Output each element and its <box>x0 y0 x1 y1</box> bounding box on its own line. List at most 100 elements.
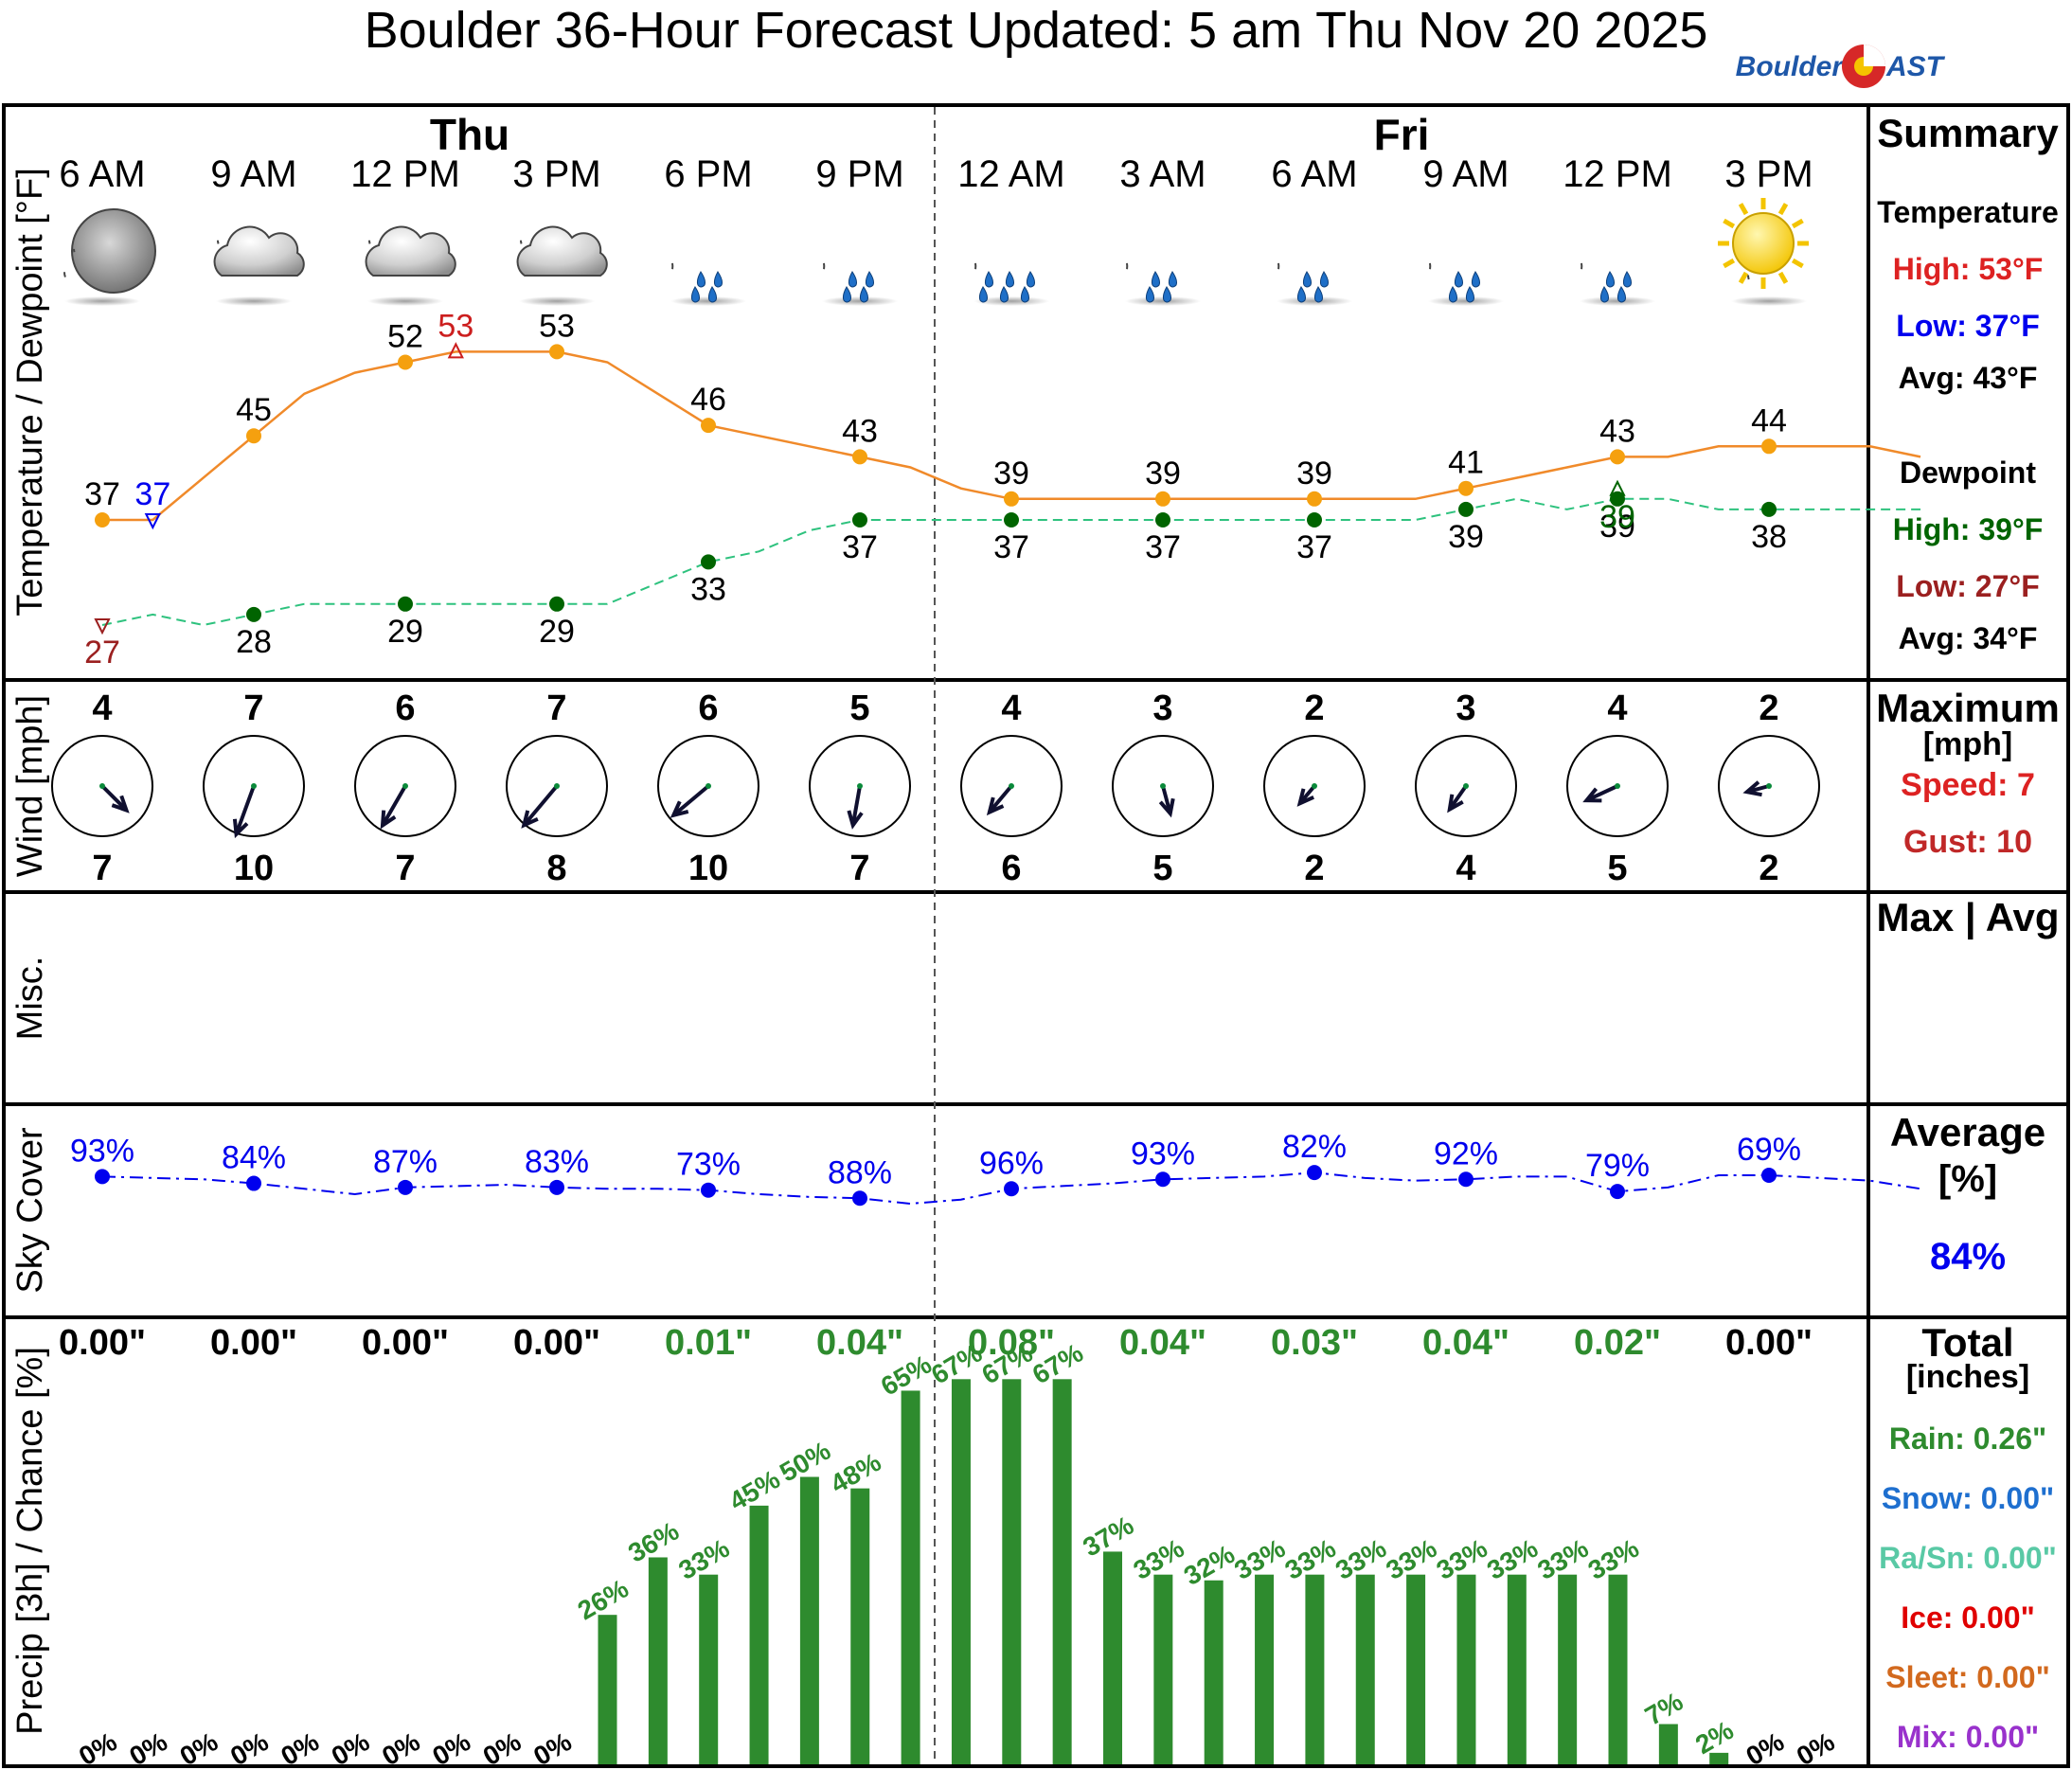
temperature-label: 37 <box>84 476 120 512</box>
hour-label: 3 AM <box>1119 153 1206 195</box>
summary-wind-speed: Speed: 7 <box>1901 767 2035 803</box>
temperature-label: 39 <box>993 456 1029 492</box>
sky-cover-point <box>549 1179 564 1195</box>
wind-dial-center <box>99 783 105 789</box>
dewpoint-label: 29 <box>539 614 575 650</box>
summary-dew-title: Dewpoint <box>1900 456 2036 490</box>
precip-amount-label: 0.03" <box>1271 1323 1358 1363</box>
chart-frame <box>2 103 2070 1768</box>
summary-sleet: Sleet: 0.00" <box>1885 1660 2049 1694</box>
hour-label: 12 PM <box>1563 153 1672 195</box>
wind-arrow-head <box>847 810 864 830</box>
dewpoint-label: 37 <box>1145 529 1181 565</box>
hour-label: 6 PM <box>664 153 752 195</box>
summary-temp-low: Low: 37°F <box>1896 309 2039 343</box>
sky-cover-label: 69% <box>1737 1132 1801 1168</box>
sky-cover-label: 88% <box>828 1154 892 1190</box>
temp-min-marker <box>144 513 161 530</box>
hour-label: 9 AM <box>1422 153 1509 195</box>
precip-chance-bar <box>1204 1580 1224 1764</box>
summary-rasn: Ra/Sn: 0.00" <box>1879 1541 2057 1575</box>
wind-gust-label: 10 <box>234 849 274 888</box>
sky-cover-point <box>1307 1165 1322 1181</box>
wind-arrow <box>1448 784 1468 811</box>
precip-chance-label: 0% <box>528 1726 577 1770</box>
precip-amount-label: 0.04" <box>1422 1323 1509 1363</box>
summary-wind-title: Maximum <box>1876 686 2060 730</box>
precip-chance-bar <box>1608 1574 1628 1764</box>
sky-cover-point <box>1155 1171 1170 1188</box>
precip-chance-label: 0% <box>427 1726 475 1770</box>
temperature-label: 43 <box>842 413 878 449</box>
wind-arrow <box>100 784 128 812</box>
precip-chance-label: 0% <box>327 1726 375 1770</box>
dew-max-label: 39 <box>1599 499 1635 535</box>
dewpoint-label: 37 <box>842 529 878 565</box>
wind-arrow-head <box>1296 788 1314 807</box>
dewpoint-point <box>398 596 413 612</box>
dewpoint-label: 28 <box>236 624 272 660</box>
summary-dew-low: Low: 27°F <box>1896 569 2039 603</box>
dewpoint-label: 33 <box>690 571 726 607</box>
cloudy-icon <box>516 225 608 306</box>
wind-arrow <box>850 785 862 826</box>
precip-chance-bar <box>749 1505 769 1764</box>
wind-dial <box>657 735 759 837</box>
wind-gust-label: 6 <box>1001 849 1021 888</box>
temperature-point <box>95 512 110 527</box>
precip-amount-label: 0.04" <box>1119 1323 1206 1363</box>
temperature-point <box>701 418 716 434</box>
wind-dial <box>506 735 608 837</box>
summary-wind-gust: Gust: 10 <box>1903 824 2032 860</box>
temperature-point <box>246 428 261 444</box>
summary-ice: Ice: 0.00" <box>1901 1600 2034 1635</box>
rain-icon <box>1125 262 1201 306</box>
summary-wind-unit: [mph] <box>1923 726 2012 762</box>
sky-cover-label: 93% <box>70 1133 134 1169</box>
precip-chance-label: 0% <box>276 1726 324 1770</box>
rain-icon <box>822 262 898 306</box>
wind-arrow-head <box>111 795 130 813</box>
wind-dial <box>51 735 153 837</box>
dewpoint-point <box>246 606 261 622</box>
temperature-point <box>1155 491 1170 507</box>
summary-temp-avg: Avg: 43°F <box>1899 361 2038 395</box>
wind-dial <box>1112 735 1214 837</box>
wind-gust-label: 7 <box>395 849 415 888</box>
cloudy-icon <box>365 225 456 306</box>
summary-sky: Average [%] 84% <box>1890 1110 2045 1278</box>
temperature-panel-ylabel: Temperature / Dewpoint [°F] <box>10 168 50 617</box>
temperature-point <box>1761 438 1777 455</box>
precip-chance-bar <box>1507 1574 1527 1764</box>
wind-dial-center <box>857 783 863 789</box>
sky-cover-point <box>398 1179 413 1195</box>
precip-amount-label: 0.00" <box>210 1323 297 1363</box>
precip-amount-label: 0.00" <box>59 1323 146 1363</box>
wind-arrow-head <box>986 796 1005 816</box>
wind-gust-label: 2 <box>1304 849 1324 888</box>
sky-cover-label: 96% <box>979 1145 1044 1181</box>
wind-dial-center <box>1463 783 1469 789</box>
precip-chance-bar <box>1456 1574 1476 1764</box>
wind-speed-label: 6 <box>395 688 415 728</box>
sky-cover-point <box>1004 1181 1019 1197</box>
hour-label: 12 PM <box>350 153 460 195</box>
wind-speed-label: 7 <box>243 688 263 728</box>
precip-chance-bar <box>1002 1379 1022 1764</box>
precip-chance-label: 0% <box>1742 1726 1790 1770</box>
wind-arrow-head <box>380 810 397 830</box>
wind-dial-center <box>1160 783 1166 789</box>
dewpoint-label: 38 <box>1751 519 1787 555</box>
sky-cover-label: 82% <box>1282 1129 1347 1165</box>
sky-cover-label: 92% <box>1434 1135 1498 1171</box>
wind-dial-center <box>554 783 560 789</box>
temperature-label: 46 <box>690 382 726 418</box>
precip-chance-bar <box>598 1615 617 1764</box>
wind-arrow <box>988 784 1013 813</box>
precip-chance-label: 0% <box>74 1726 122 1770</box>
day-label-thu: Thu <box>430 110 509 159</box>
rain-icon <box>670 262 746 306</box>
precip-chance-bar <box>1103 1551 1122 1764</box>
temperature-point <box>1307 491 1322 507</box>
wind-arrow <box>671 784 710 817</box>
